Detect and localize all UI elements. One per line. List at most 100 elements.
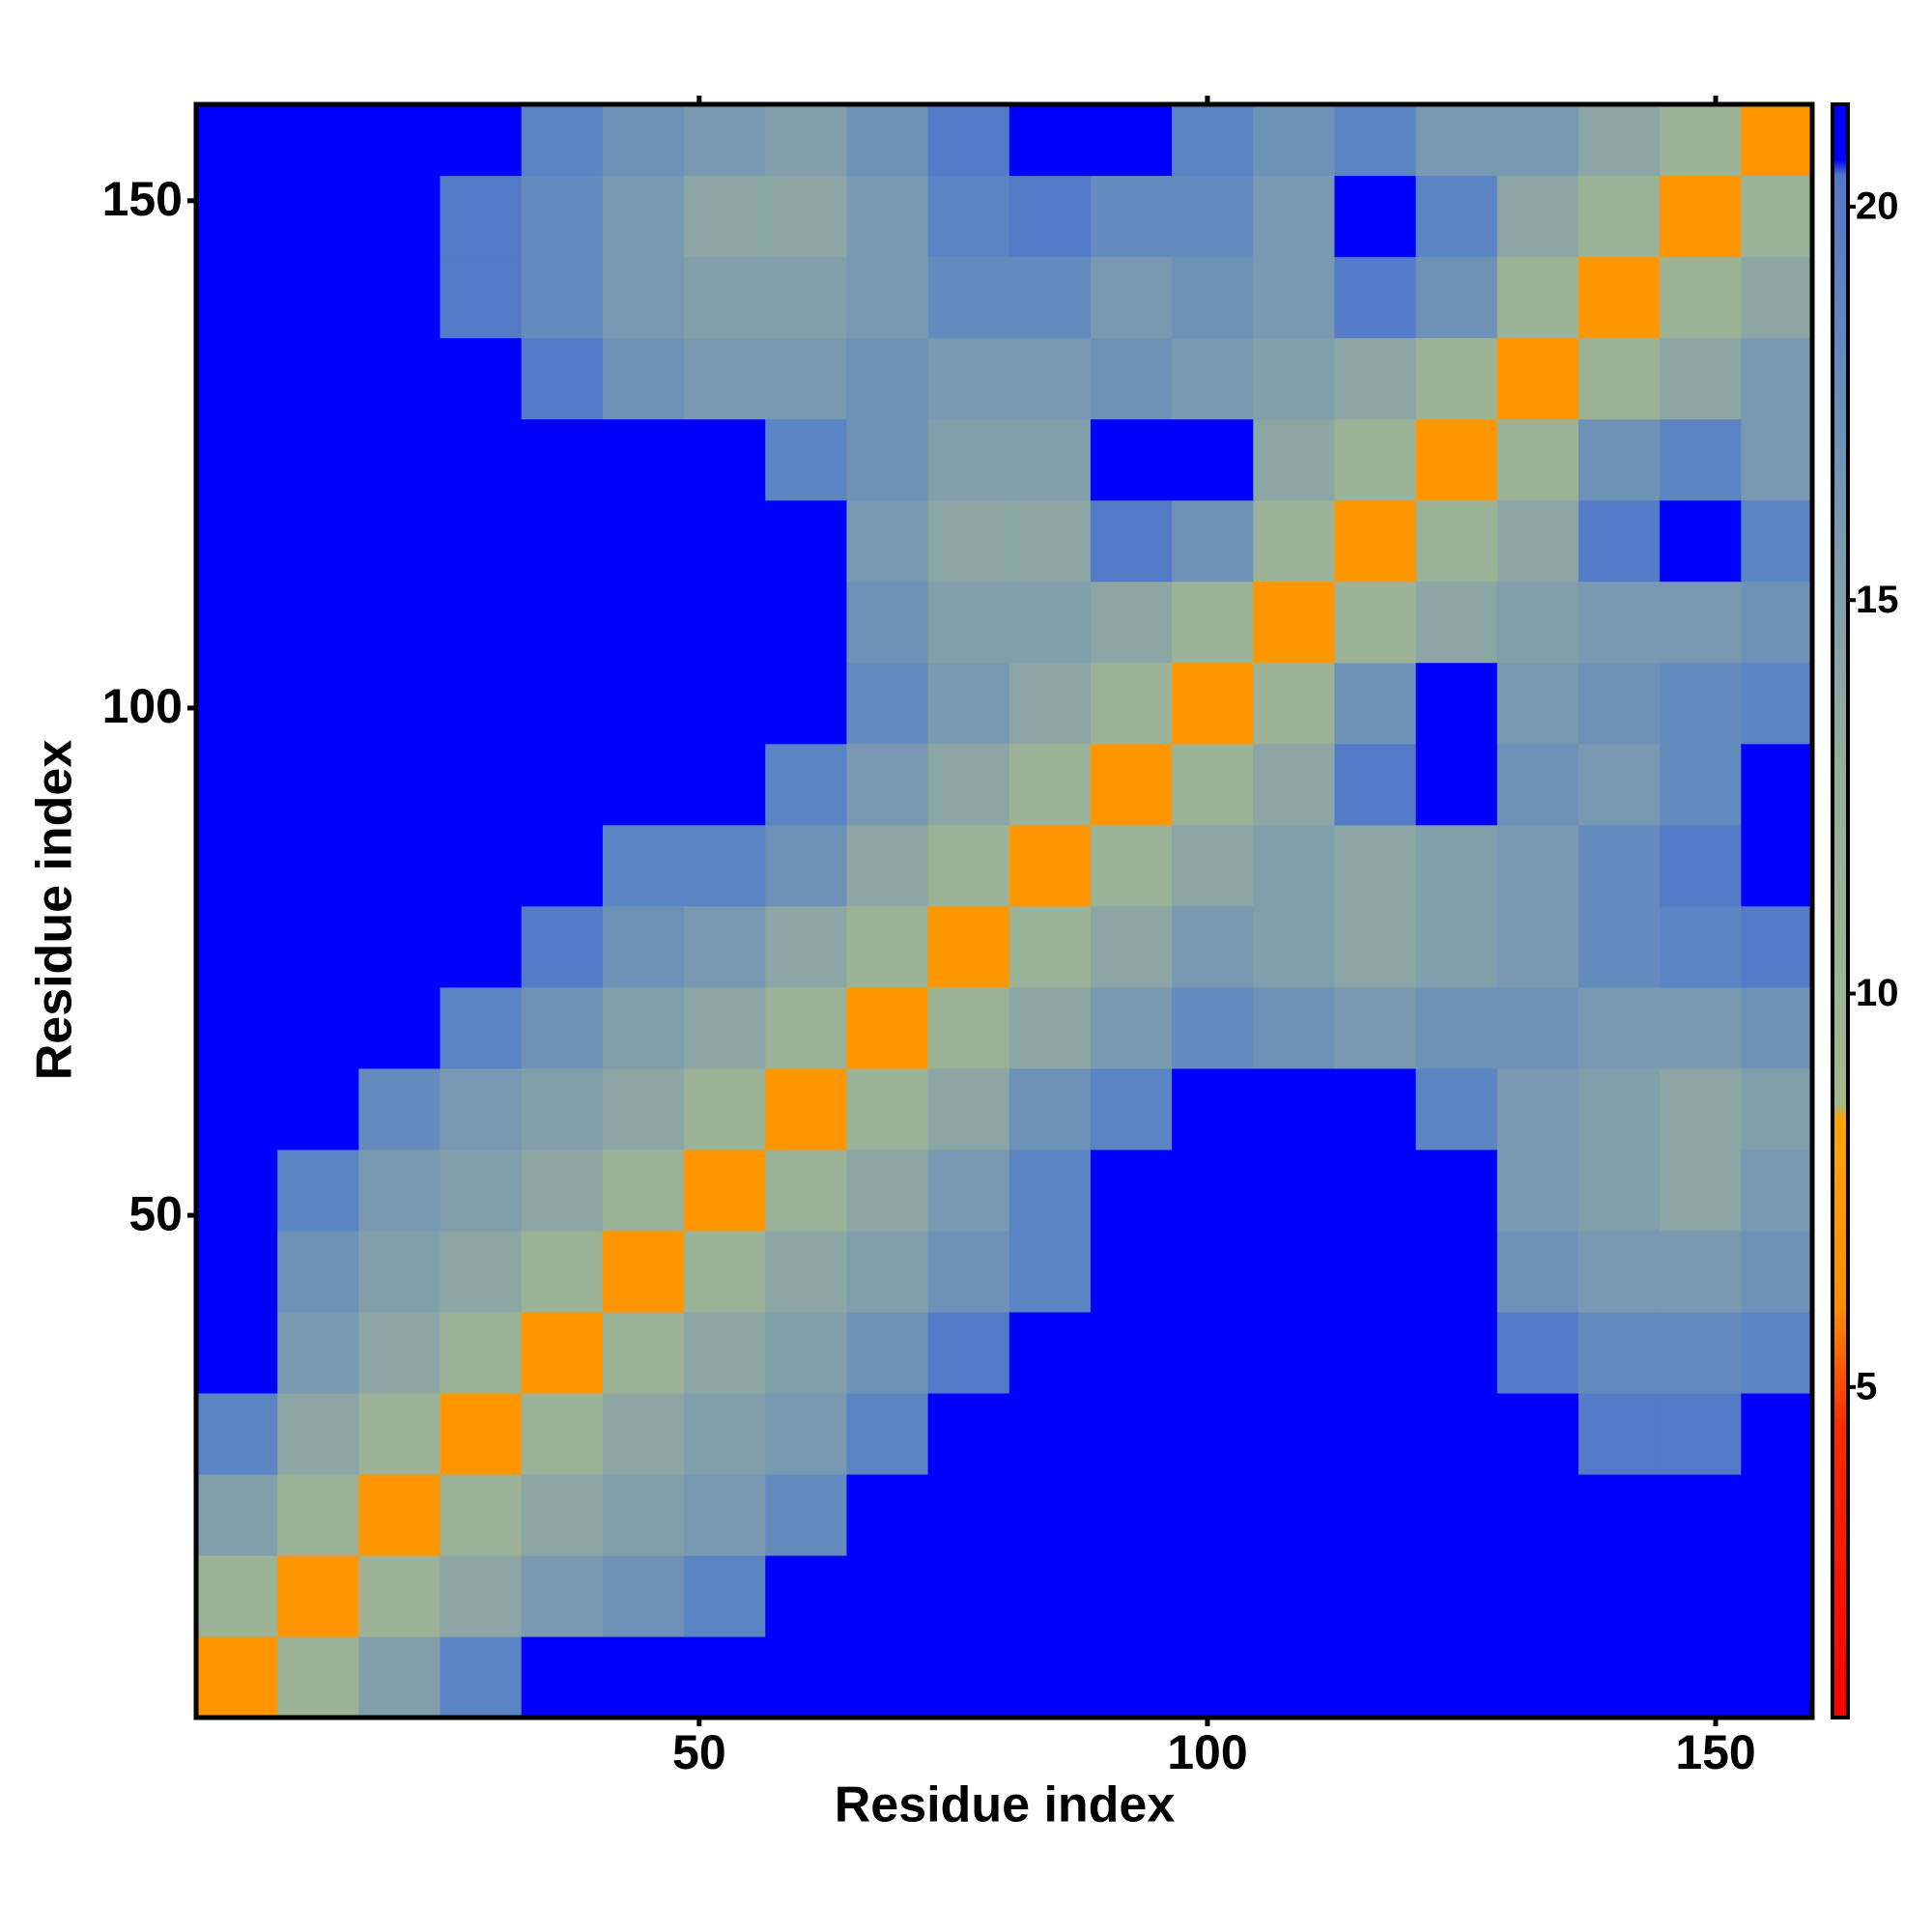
heatmap-cell [1334, 824, 1417, 907]
heatmap-cell [1253, 418, 1336, 501]
heatmap-cell [521, 175, 604, 258]
heatmap-cell [684, 824, 766, 907]
x-tick-label: 50 [672, 1725, 726, 1779]
heatmap-cell [1577, 1392, 1661, 1475]
heatmap-cell [521, 1067, 604, 1151]
heatmap-cell [927, 581, 1010, 664]
heatmap-cell [1660, 499, 1742, 582]
heatmap-cell [358, 581, 441, 664]
heatmap-cell [927, 499, 1010, 582]
heatmap-cell [440, 1230, 523, 1313]
heatmap-cell [1660, 1635, 1742, 1718]
heatmap-cell [846, 581, 929, 664]
heatmap-cell [1009, 824, 1092, 907]
heatmap-cell [1334, 581, 1417, 664]
heatmap-cell [1496, 986, 1579, 1069]
colorbar-tick-label: 10 [1856, 972, 1899, 1014]
heatmap-cell [1090, 1311, 1173, 1394]
heatmap-cell [1577, 986, 1661, 1069]
heatmap-cell [1253, 824, 1336, 907]
heatmap-cell [521, 1149, 604, 1232]
heatmap-cell [1009, 1635, 1092, 1718]
heatmap-cell [277, 337, 359, 420]
heatmap-cell [1090, 175, 1173, 258]
heatmap-cell [440, 175, 523, 258]
heatmap-cell [1009, 1149, 1092, 1232]
heatmap-cell [1496, 499, 1579, 582]
heatmap [196, 104, 1812, 1718]
heatmap-cell [196, 256, 278, 339]
heatmap-cell [1090, 1554, 1173, 1637]
heatmap-cell [277, 1230, 359, 1313]
heatmap-cell [602, 256, 685, 339]
heatmap-cell [1172, 1149, 1254, 1232]
heatmap-cell [1172, 256, 1254, 339]
heatmap-cell [196, 662, 278, 745]
heatmap-cell [1253, 1392, 1336, 1475]
heatmap-cell [1090, 1473, 1173, 1556]
heatmap-cell [684, 104, 766, 177]
heatmap-cell [1496, 1554, 1579, 1637]
heatmap-cell [1660, 256, 1742, 339]
heatmap-cell [1415, 1230, 1498, 1313]
heatmap-cell [1415, 256, 1498, 339]
heatmap-cell [1172, 1067, 1254, 1151]
heatmap-cell [1577, 1149, 1661, 1232]
heatmap-cell [1415, 1554, 1498, 1637]
heatmap-cell [358, 662, 441, 745]
heatmap-cell [927, 418, 1010, 501]
heatmap-cell [927, 337, 1010, 420]
heatmap-cell [1090, 1149, 1173, 1232]
heatmap-cell [1009, 581, 1092, 664]
heatmap-cell [277, 1067, 359, 1151]
heatmap-cell [358, 1473, 441, 1556]
heatmap-cell [277, 1392, 359, 1475]
heatmap-cell [1741, 1635, 1812, 1718]
heatmap-cell [1253, 581, 1336, 664]
heatmap-cell [1660, 824, 1742, 907]
heatmap-cell [358, 1149, 441, 1232]
heatmap-cell [277, 256, 359, 339]
heatmap-cell [1577, 662, 1661, 745]
heatmap-cell [846, 1067, 929, 1151]
heatmap-cell [196, 499, 278, 582]
heatmap-cell [1253, 1230, 1336, 1313]
heatmap-cell [521, 824, 604, 907]
heatmap-cell [1090, 1230, 1173, 1313]
heatmap-cell [1415, 1311, 1498, 1394]
heatmap-cell [1009, 986, 1092, 1069]
heatmap-cell [846, 1230, 929, 1313]
heatmap-cell [1009, 905, 1092, 988]
heatmap-cell [1090, 337, 1173, 420]
heatmap-cell [684, 1311, 766, 1394]
heatmap-cell [1172, 337, 1254, 420]
heatmap-cell [1334, 1473, 1417, 1556]
heatmap-cell [846, 418, 929, 501]
heatmap-cell [1009, 1311, 1092, 1394]
heatmap-cell [1334, 905, 1417, 988]
heatmap-cell [846, 256, 929, 339]
heatmap-cell [440, 256, 523, 339]
heatmap-cell [1009, 499, 1092, 582]
heatmap-cell [1415, 824, 1498, 907]
heatmap-cell [521, 1473, 604, 1556]
heatmap-cell [1009, 418, 1092, 501]
heatmap-cell [602, 1230, 685, 1313]
heatmap-cell [1496, 104, 1579, 177]
heatmap-cell [765, 1473, 848, 1556]
heatmap-cell [277, 824, 359, 907]
heatmap-cell [1415, 1392, 1498, 1475]
heatmap-cell [1415, 743, 1498, 826]
heatmap-cell [1334, 1635, 1417, 1718]
heatmap-cell [684, 1149, 766, 1232]
heatmap-cell [1172, 499, 1254, 582]
heatmap-cell [1090, 662, 1173, 745]
heatmap-cell [1415, 104, 1498, 177]
heatmap-cell [1660, 175, 1742, 258]
heatmap-cell [277, 499, 359, 582]
heatmap-cell [1496, 256, 1579, 339]
heatmap-cell [1741, 1473, 1812, 1556]
heatmap-cell [602, 1635, 685, 1718]
heatmap-cell [1741, 986, 1812, 1069]
heatmap-cell [1090, 499, 1173, 582]
